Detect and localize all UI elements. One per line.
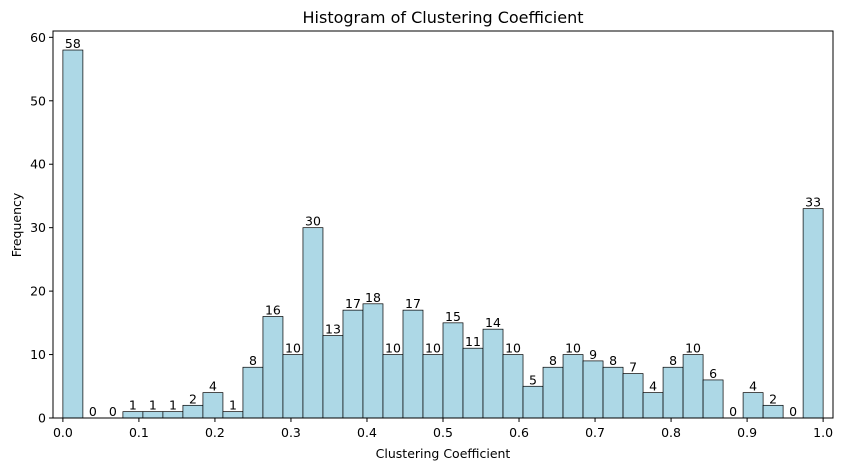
bar-value-label: 8	[669, 353, 677, 368]
histogram-bar	[302, 227, 324, 419]
histogram-bar	[282, 354, 304, 419]
x-tick-label: 1.0	[813, 425, 833, 440]
bar-value-label: 1	[169, 398, 177, 413]
y-tick-label: 60	[30, 30, 46, 45]
bar-value-label: 2	[769, 391, 777, 406]
bar-value-label: 17	[345, 296, 361, 311]
bar-value-label: 14	[485, 315, 501, 330]
histogram-bar	[482, 328, 504, 419]
bar-value-label: 6	[709, 366, 717, 381]
bar-value-label: 15	[445, 309, 461, 324]
bar-value-label: 10	[505, 341, 521, 356]
bar-value-label: 1	[149, 398, 157, 413]
histogram-bar	[762, 404, 784, 419]
bar-value-label: 1	[129, 398, 137, 413]
histogram-bar	[262, 316, 284, 419]
y-tick-label: 30	[30, 220, 46, 235]
histogram-bar	[602, 366, 624, 419]
x-tick-label: 0.9	[737, 425, 757, 440]
bar-value-label: 0	[109, 404, 117, 419]
bar-value-label: 10	[285, 341, 301, 356]
y-tick-label: 50	[30, 93, 46, 108]
bar-value-label: 17	[405, 296, 421, 311]
x-tick-label: 0.8	[661, 425, 681, 440]
bar-value-label: 5	[529, 372, 537, 387]
x-tick-label: 0.5	[433, 425, 453, 440]
bar-value-label: 9	[589, 347, 597, 362]
x-tick-label: 0.6	[509, 425, 529, 440]
histogram-bar	[462, 347, 484, 419]
bar-value-label: 58	[65, 36, 81, 51]
x-tick-label: 0.0	[53, 425, 73, 440]
histogram-bar	[242, 366, 264, 419]
x-axis: 0.0 0.1 0.2 0.3 0.4 0.5 0.6 0.7 0.8 0.9 1.0	[53, 418, 833, 440]
histogram-bar	[662, 366, 684, 419]
histogram-bar	[342, 309, 364, 419]
histogram-bar	[642, 392, 664, 419]
bar-value-label: 10	[385, 341, 401, 356]
bar-value-label: 0	[729, 404, 737, 419]
histogram-bar	[502, 354, 524, 419]
bar-value-label: 30	[305, 214, 321, 229]
bar-value-label: 33	[805, 195, 821, 210]
bar-value-label: 4	[749, 379, 757, 394]
histogram-bar	[622, 373, 644, 419]
bar-value-label: 8	[249, 353, 257, 368]
y-axis-label: Frequency	[9, 192, 24, 257]
bar-value-label: 4	[209, 379, 217, 394]
bar-value-label: 18	[365, 290, 381, 305]
histogram-bar	[202, 392, 224, 419]
bars-group	[62, 49, 824, 419]
histogram-bar	[562, 354, 584, 419]
histogram-bar	[322, 335, 344, 419]
bar-value-label: 8	[609, 353, 617, 368]
x-axis-label: Clustering Coefficient	[376, 446, 511, 461]
histogram-bar	[682, 354, 704, 419]
bar-value-label: 8	[549, 353, 557, 368]
y-tick-label: 20	[30, 284, 46, 299]
histogram-bar	[522, 385, 544, 419]
bar-value-label: 2	[189, 391, 197, 406]
histogram-bar	[422, 354, 444, 419]
bar-value-label: 10	[425, 341, 441, 356]
histogram-bar	[542, 366, 564, 419]
histogram-bar	[362, 303, 384, 419]
bar-value-label: 13	[325, 322, 341, 337]
bar-value-label: 0	[89, 404, 97, 419]
bar-value-label: 1	[229, 398, 237, 413]
x-tick-label: 0.3	[281, 425, 301, 440]
histogram-bar	[582, 360, 604, 419]
bar-value-label: 10	[565, 341, 581, 356]
bar-value-label: 0	[789, 404, 797, 419]
y-axis: 0 10 20 30 40 50 60	[30, 30, 53, 426]
histogram-bar	[62, 49, 84, 419]
y-tick-label: 0	[38, 411, 46, 426]
bar-value-label: 11	[465, 334, 481, 349]
y-tick-label: 10	[30, 347, 46, 362]
histogram-bar	[802, 208, 824, 419]
x-tick-label: 0.4	[357, 425, 377, 440]
bar-value-label: 4	[649, 379, 657, 394]
histogram-bar	[182, 404, 204, 419]
y-tick-label: 40	[30, 157, 46, 172]
bar-value-label: 10	[685, 341, 701, 356]
histogram-bar	[702, 379, 724, 419]
chart-title: Histogram of Clustering Coefficient	[303, 8, 584, 27]
histogram-bar	[442, 322, 464, 419]
x-tick-label: 0.1	[129, 425, 149, 440]
histogram-bar	[402, 309, 424, 419]
x-tick-label: 0.2	[205, 425, 225, 440]
histogram-bar	[382, 354, 404, 419]
bar-value-label: 16	[265, 302, 281, 317]
histogram-bar	[742, 392, 764, 419]
x-tick-label: 0.7	[585, 425, 605, 440]
bar-value-label: 7	[629, 360, 637, 375]
